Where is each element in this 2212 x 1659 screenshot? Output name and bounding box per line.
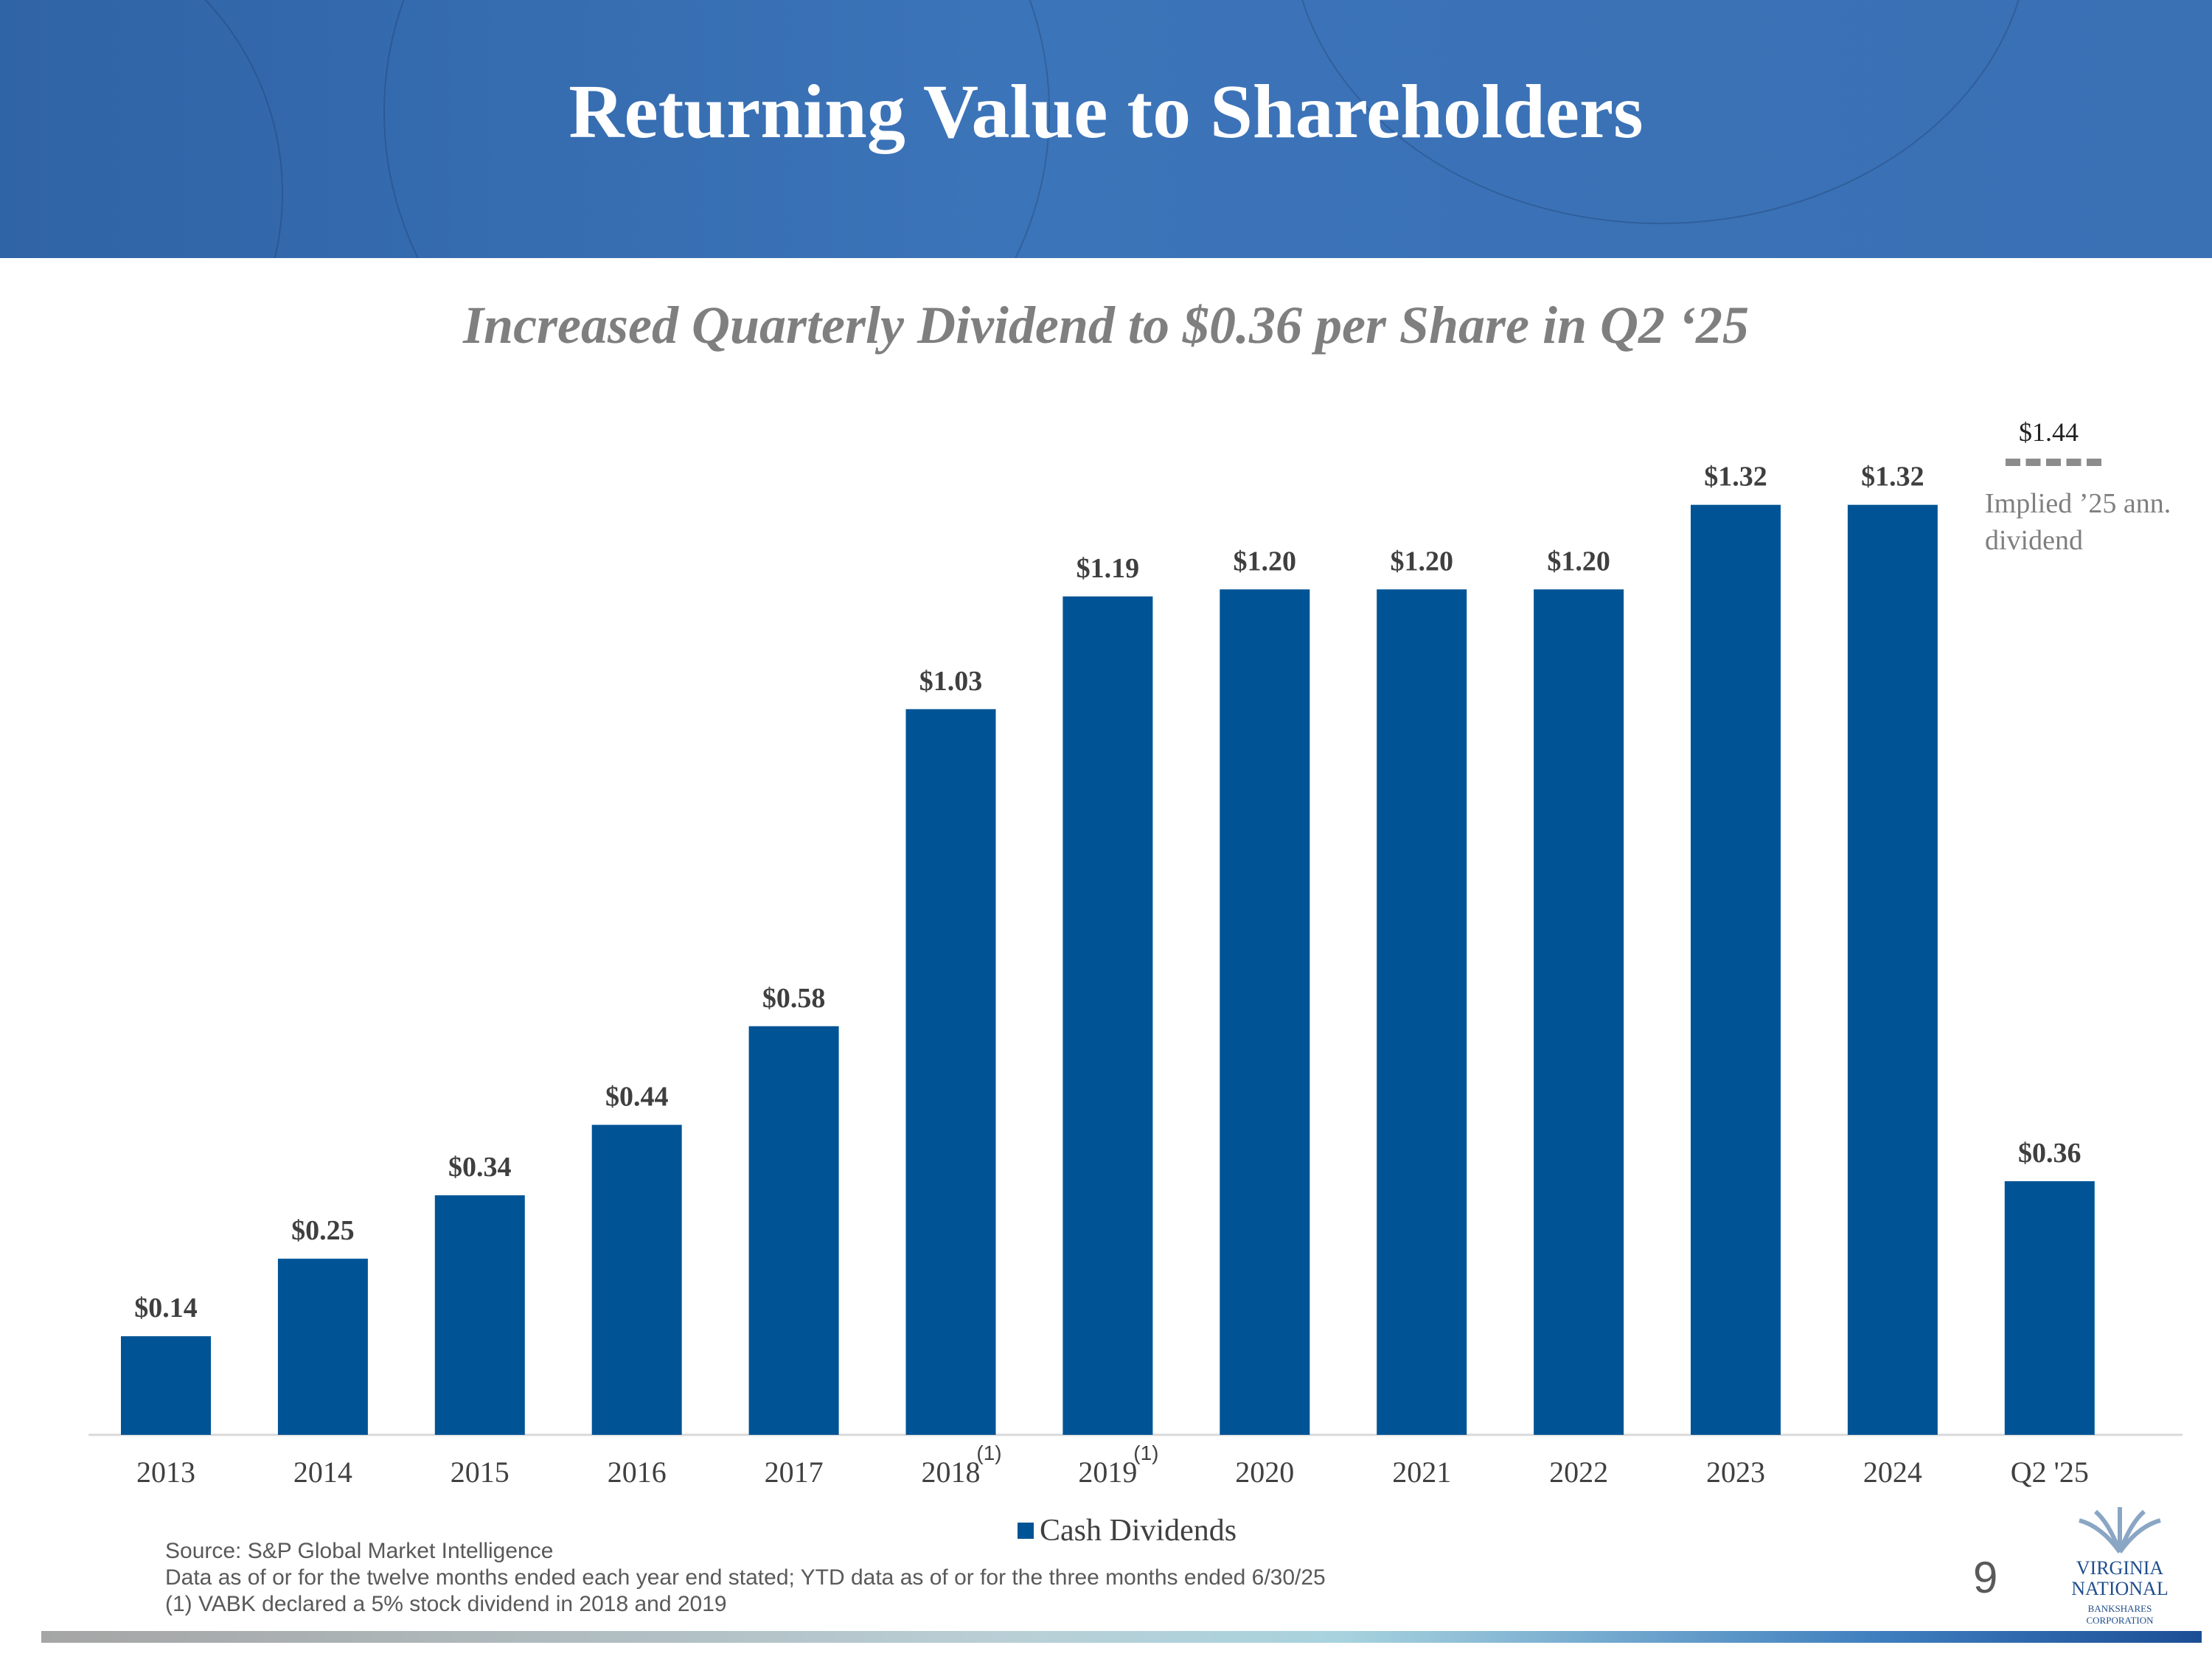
x-tick-label-2024: 2024 bbox=[1863, 1455, 1922, 1489]
data-label-2020: $1.20 bbox=[1234, 546, 1297, 577]
data-label-2022: $1.20 bbox=[1547, 546, 1610, 577]
logo-line4: CORPORATION bbox=[2086, 1615, 2154, 1626]
bar-2023 bbox=[1691, 504, 1781, 1435]
data-label-Q2 '25: $0.36 bbox=[2018, 1138, 2081, 1169]
data-label-2015: $0.34 bbox=[448, 1152, 512, 1183]
data-label-2013: $0.14 bbox=[134, 1293, 198, 1324]
data-label-2018: $1.03 bbox=[919, 666, 983, 697]
x-tick-label-Q2 '25: Q2 '25 bbox=[2011, 1455, 2089, 1489]
bar-2016 bbox=[591, 1124, 682, 1435]
bar-2021 bbox=[1377, 589, 1467, 1436]
footnote-1: (1) VABK declared a 5% stock dividend in… bbox=[165, 1592, 727, 1616]
data-label-2016: $0.44 bbox=[605, 1082, 669, 1113]
x-tick-label-2015: 2015 bbox=[451, 1455, 509, 1489]
x-tick-label-2022: 2022 bbox=[1549, 1455, 1608, 1489]
implied-dividend-dash bbox=[2006, 459, 2101, 466]
x-tick-label-2019: 2019 bbox=[1078, 1455, 1137, 1489]
implied-dividend-label: Implied ’25 ann. dividend bbox=[1985, 488, 2171, 556]
bar-2015 bbox=[434, 1195, 525, 1435]
data-label-2021: $1.20 bbox=[1390, 546, 1453, 577]
legend-label: Cash Dividends bbox=[1040, 1514, 1237, 1548]
data-label-2023: $1.32 bbox=[1704, 462, 1767, 493]
x-tick-label-2016: 2016 bbox=[608, 1455, 667, 1489]
wheat-logo-icon bbox=[2079, 1507, 2161, 1554]
bar-2024 bbox=[1847, 504, 1938, 1435]
legend-swatch bbox=[1018, 1523, 1034, 1539]
logo-line2: NATIONAL bbox=[2071, 1578, 2168, 1599]
data-label-2014: $0.25 bbox=[291, 1215, 355, 1246]
chart-legend: Cash Dividends bbox=[1018, 1513, 1237, 1548]
bar-2020 bbox=[1220, 589, 1310, 1436]
implied-dividend-value: $1.44 bbox=[2019, 417, 2079, 447]
footnotes: Source: S&P Global Market Intelligence D… bbox=[165, 1538, 1326, 1618]
source-note: Source: S&P Global Market Intelligence bbox=[165, 1539, 554, 1563]
logo-line1: VIRGINIA bbox=[2076, 1557, 2164, 1579]
x-tick-label-2017: 2017 bbox=[765, 1455, 824, 1489]
footnote-marker-2018: (1) bbox=[976, 1441, 1001, 1464]
x-tick-label-2018: 2018 bbox=[922, 1455, 981, 1489]
bar-2017 bbox=[748, 1026, 839, 1435]
bottom-gradient-bar bbox=[41, 1631, 2202, 1643]
x-tick-label-2020: 2020 bbox=[1235, 1455, 1294, 1489]
bar-2014 bbox=[277, 1259, 368, 1435]
bar-2018 bbox=[905, 709, 996, 1435]
data-label-2019: $1.19 bbox=[1077, 553, 1140, 584]
x-tick-label-2023: 2023 bbox=[1706, 1455, 1765, 1489]
chart-subtitle: Increased Quarterly Dividend to $0.36 pe… bbox=[463, 296, 1749, 355]
logo-line3: BANKSHARES bbox=[2087, 1603, 2152, 1614]
footnote-marker-2019: (1) bbox=[1133, 1441, 1158, 1464]
x-tick-label-2013: 2013 bbox=[136, 1455, 195, 1489]
header-banner: Returning Value to Shareholders bbox=[0, 0, 2212, 258]
bar-2019 bbox=[1062, 596, 1153, 1435]
data-note: Data as of or for the twelve months ende… bbox=[165, 1565, 1326, 1590]
data-label-2024: $1.32 bbox=[1861, 462, 1924, 493]
bar-2022 bbox=[1534, 589, 1624, 1436]
bar-Q2 '25 bbox=[2004, 1181, 2095, 1435]
page-number: 9 bbox=[1973, 1553, 1998, 1602]
bar-2013 bbox=[121, 1336, 211, 1435]
x-tick-label-2014: 2014 bbox=[293, 1455, 352, 1489]
x-tick-label-2021: 2021 bbox=[1392, 1455, 1451, 1489]
company-logo: VIRGINIA NATIONAL BANKSHARES CORPORATION bbox=[2050, 1504, 2190, 1626]
page-title: Returning Value to Shareholders bbox=[568, 69, 1644, 154]
data-label-2017: $0.58 bbox=[762, 983, 826, 1014]
